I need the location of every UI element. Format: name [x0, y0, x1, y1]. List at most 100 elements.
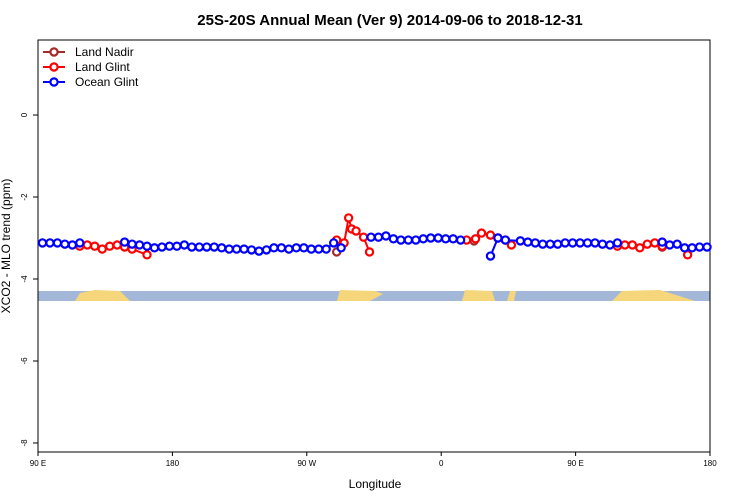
legend-marker	[49, 77, 59, 87]
data-point	[694, 242, 705, 252]
data-point	[627, 240, 638, 250]
y-tick-label: 0	[20, 112, 29, 117]
data-point	[567, 238, 578, 248]
data-point	[97, 244, 107, 254]
data-point	[60, 239, 70, 249]
legend-label: Ocean Glint	[75, 75, 139, 89]
x-tick-label: 180	[166, 459, 180, 468]
data-point	[582, 238, 593, 248]
data-point	[172, 241, 182, 251]
chart-title: 25S-20S Annual Mean (Ver 9) 2014-09-06 t…	[197, 12, 582, 29]
data-point	[75, 238, 85, 248]
y-tick-label: -2	[20, 193, 29, 201]
data-point	[216, 243, 227, 253]
x-tick-label: 90 E	[567, 459, 583, 468]
data-point	[455, 235, 466, 245]
data-point	[82, 240, 92, 250]
data-point	[364, 247, 375, 257]
y-axis-label: XCO2 - MLO trend (ppm)	[0, 179, 13, 314]
data-point	[45, 238, 55, 248]
data-point	[336, 243, 346, 253]
legend-marker	[49, 47, 59, 57]
data-point	[476, 228, 487, 238]
data-point	[37, 238, 48, 248]
x-tick-label: 90 E	[30, 459, 46, 468]
data-point	[254, 246, 264, 256]
data-point	[702, 242, 712, 252]
data-point	[321, 244, 331, 254]
data-point	[366, 232, 376, 242]
data-point	[523, 237, 533, 247]
data-point	[328, 238, 339, 248]
data-point	[90, 241, 100, 251]
data-point	[620, 240, 630, 250]
data-point	[164, 241, 175, 251]
data-point	[687, 243, 697, 253]
data-point	[560, 238, 570, 248]
data-point	[493, 233, 503, 243]
legend-marker	[49, 62, 59, 72]
data-point	[440, 234, 451, 244]
data-point	[403, 235, 414, 245]
data-point	[545, 239, 555, 249]
data-point	[299, 243, 309, 253]
data-point	[485, 251, 496, 261]
data-point	[202, 242, 212, 252]
data-point	[642, 239, 652, 249]
data-point	[388, 234, 399, 244]
data-point	[276, 243, 287, 253]
data-point	[52, 238, 63, 248]
x-tick-label: 180	[703, 459, 717, 468]
data-point	[650, 238, 660, 248]
y-tick-label: -8	[20, 439, 29, 447]
data-point	[127, 239, 137, 249]
data-point	[142, 241, 152, 251]
data-point	[672, 239, 682, 249]
data-point	[104, 241, 115, 251]
data-point	[426, 233, 436, 243]
data-point	[134, 240, 145, 250]
data-point	[187, 242, 197, 252]
data-point	[605, 240, 615, 250]
data-point	[575, 238, 585, 248]
data-point	[261, 245, 272, 255]
x-axis-label: Longitude	[349, 477, 402, 491]
data-point	[269, 243, 279, 253]
data-point	[381, 231, 391, 241]
data-point	[635, 243, 645, 253]
data-point	[657, 237, 667, 247]
data-point	[291, 243, 302, 253]
data-point	[224, 244, 234, 254]
map-strip	[38, 290, 710, 301]
data-point	[373, 232, 384, 242]
data-point	[67, 240, 78, 250]
data-point	[314, 244, 324, 254]
data-point	[538, 239, 548, 249]
legend-label: Land Nadir	[75, 45, 134, 59]
data-point	[209, 242, 219, 252]
data-point	[358, 232, 369, 242]
data-point	[597, 239, 608, 249]
data-point	[500, 235, 511, 245]
data-point	[485, 230, 496, 240]
data-point	[552, 239, 563, 249]
data-point	[396, 235, 406, 245]
x-tick-label: 0	[439, 459, 444, 468]
data-point	[157, 242, 167, 252]
data-point	[590, 238, 600, 248]
data-point	[351, 226, 361, 236]
data-point	[142, 250, 152, 260]
data-point	[515, 236, 526, 246]
data-point	[194, 242, 204, 252]
data-point	[664, 240, 675, 250]
data-point	[679, 243, 690, 253]
data-point	[470, 234, 481, 244]
data-point	[119, 237, 130, 247]
data-point	[612, 238, 623, 248]
data-point	[179, 240, 190, 250]
data-point	[343, 213, 354, 223]
data-point	[149, 243, 160, 253]
data-point	[530, 238, 540, 248]
data-point	[411, 235, 421, 245]
